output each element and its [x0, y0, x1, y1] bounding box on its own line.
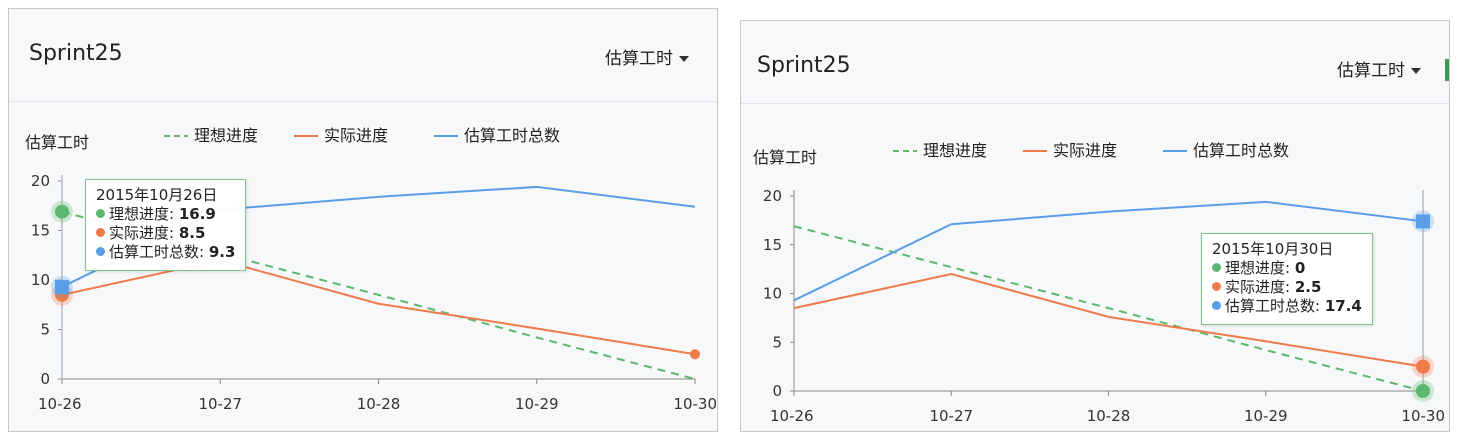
legend-item-actual[interactable]: 实际进度 [294, 126, 388, 145]
metric-dropdown-label: 估算工时 [1337, 61, 1405, 81]
legend-label: 理想进度 [923, 141, 987, 160]
legend-label: 估算工时总数 [464, 126, 560, 145]
tooltip-dot [1212, 301, 1221, 310]
tooltip-row-total: 估算工时总数: 9.3 [96, 243, 235, 262]
hover-point-total[interactable] [55, 279, 69, 294]
tooltip-row-total: 估算工时总数: 17.4 [1212, 297, 1362, 316]
panel-header: Sprint25 估算工时 [741, 21, 1449, 104]
y-tick-label: 20 [763, 187, 782, 205]
legend-item-actual[interactable]: 实际进度 [1023, 141, 1117, 160]
tooltip-value: 16.9 [178, 205, 216, 223]
hover-point-total[interactable] [1416, 214, 1430, 229]
x-tick-label: 10-27 [198, 395, 242, 413]
series-line-ideal[interactable] [61, 210, 696, 380]
legend-label: 估算工时总数 [1193, 141, 1289, 160]
tooltip-value: 0 [1294, 259, 1306, 277]
burndown-chart: 估算工时 理想进度 实际进度 估算工时总数 0 5 10 15 20 10-26 10-27 10-2… [753, 141, 1445, 425]
tooltip-value: 2.5 [1294, 278, 1322, 296]
tooltip-row-ideal: 理想进度: 16.9 [96, 205, 235, 224]
series-line-ideal[interactable] [793, 225, 1424, 392]
x-tick-label: 10-28 [1087, 407, 1131, 425]
series-point-actual-end [690, 349, 700, 360]
legend-label: 实际进度 [1053, 141, 1117, 160]
y-tick-label: 5 [40, 321, 50, 339]
hover-point-ideal[interactable] [1416, 384, 1430, 398]
sprint-title: Sprint25 [757, 53, 851, 78]
tooltip-dot [96, 228, 105, 237]
metric-dropdown-label: 估算工时 [605, 49, 673, 69]
tooltip-row-ideal: 理想进度: 0 [1212, 259, 1362, 278]
y-tick-label: 10 [31, 271, 50, 289]
y-tick-label: 15 [763, 236, 782, 254]
tooltip-value: 9.3 [208, 243, 236, 261]
x-tick-label: 10-29 [515, 395, 559, 413]
series-line-actual[interactable] [61, 259, 696, 356]
tooltip-dot [1212, 263, 1221, 272]
sprint-title: Sprint25 [29, 41, 123, 66]
x-tick-label: 10-30 [673, 395, 717, 413]
tooltip-dot [96, 209, 105, 218]
chart-tooltip: 2015年10月26日 理想进度: 16.9 实际进度: 8.5 估算工时总数: 9.… [85, 179, 247, 271]
legend-item-ideal[interactable]: 理想进度 [893, 141, 987, 160]
x-tick-label: 10-27 [929, 407, 973, 425]
tooltip-label: 实际进度: [109, 224, 179, 242]
caret-down-icon [679, 56, 689, 62]
y-tick-label: 15 [31, 222, 50, 240]
legend-label: 理想进度 [194, 126, 258, 145]
series-line-actual[interactable] [793, 272, 1424, 368]
caret-down-icon [1411, 68, 1421, 74]
tooltip-value: 17.4 [1324, 297, 1362, 315]
tooltip-row-actual: 实际进度: 2.5 [1212, 278, 1362, 297]
tooltip-label: 理想进度: [109, 205, 179, 223]
tooltip-value: 8.5 [178, 224, 206, 242]
y-tick-label: 5 [772, 333, 782, 351]
legend-item-total[interactable]: 估算工时总数 [434, 126, 560, 145]
legend-label: 实际进度 [324, 126, 388, 145]
panel-header: Sprint25 估算工时 [9, 9, 717, 102]
hover-point-ideal[interactable] [55, 204, 69, 219]
hover-point-actual[interactable] [1416, 359, 1430, 374]
y-axis-label: 估算工时 [25, 133, 89, 152]
x-tick-label: 10-30 [1401, 407, 1445, 425]
x-tick-label: 10-29 [1244, 407, 1288, 425]
y-tick-label: 20 [31, 172, 50, 190]
metric-dropdown[interactable]: 估算工时 [1337, 56, 1421, 81]
y-axis-label: 估算工时 [753, 148, 817, 167]
y-tick-label: 0 [40, 370, 50, 388]
tooltip-row-actual: 实际进度: 8.5 [96, 224, 235, 243]
scroll-edge-indicator [1445, 59, 1449, 81]
y-tick-label: 0 [772, 382, 782, 400]
legend-item-ideal[interactable]: 理想进度 [164, 126, 258, 145]
tooltip-dot [1212, 282, 1221, 291]
chart-tooltip: 2015年10月30日 理想进度: 0 实际进度: 2.5 估算工时总数: 17.4 [1201, 233, 1373, 325]
tooltip-label: 估算工时总数: [109, 243, 209, 261]
tooltip-label: 理想进度: [1225, 259, 1295, 277]
tooltip-date: 2015年10月26日 [96, 186, 218, 204]
burndown-panel-1: Sprint25 估算工时 估算工时 理想进度 实际进度 估算工时总数 0 5 10 15 20… [8, 8, 718, 432]
burndown-chart: 估算工时 理想进度 实际进度 估算工时总数 0 5 10 15 20 10-26 10-27 10-2… [25, 126, 717, 413]
series-line-total[interactable] [793, 200, 1424, 302]
tooltip-dot [96, 247, 105, 256]
tooltip-date: 2015年10月30日 [1212, 240, 1334, 258]
x-tick-label: 10-26 [770, 407, 814, 425]
x-tick-label: 10-26 [38, 395, 82, 413]
legend-item-total[interactable]: 估算工时总数 [1163, 141, 1289, 160]
tooltip-label: 估算工时总数: [1225, 297, 1325, 315]
tooltip-label: 实际进度: [1225, 278, 1295, 296]
x-tick-label: 10-28 [357, 395, 401, 413]
metric-dropdown[interactable]: 估算工时 [605, 44, 689, 69]
burndown-panel-2: Sprint25 估算工时 估算工时 理想进度 实际进度 估算工时总数 0 5 10 15 20… [740, 20, 1450, 432]
y-tick-label: 10 [763, 285, 782, 303]
